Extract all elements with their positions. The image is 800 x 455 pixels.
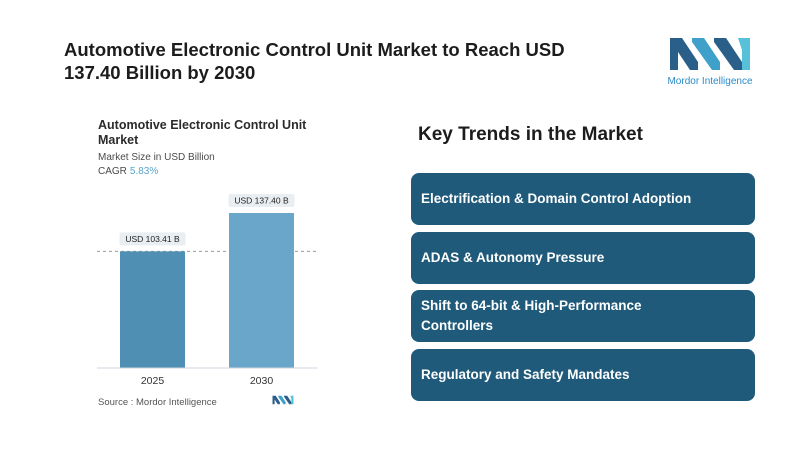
brand-name: Mordor Intelligence (667, 76, 753, 87)
cagr-label: CAGR (98, 166, 127, 177)
chart-source: Source : Mordor Intelligence (98, 397, 217, 408)
brand-logo: Mordor Intelligence (660, 36, 760, 92)
bar-2030 (229, 213, 294, 368)
trend-label: ADAS & Autonomy Pressure (421, 250, 605, 265)
trend-card-regulatory: Regulatory and Safety Mandates (411, 349, 755, 401)
cagr-value: 5.83% (129, 166, 159, 177)
trend-label: Regulatory and Safety Mandates (421, 367, 630, 382)
bar-2025 (120, 251, 185, 368)
trend-label: Shift to 64-bit & High-Performance Contr… (421, 298, 642, 333)
data-label: USD 137.40 B (234, 196, 289, 206)
data-label-bg (119, 232, 186, 246)
data-label-bg (228, 194, 295, 207)
x-tick-label: 2030 (250, 375, 274, 387)
chart-subtitle: Market Size in USD Billion (98, 152, 215, 163)
x-tick-label: 2025 (141, 375, 165, 387)
trend-card-adas: ADAS & Autonomy Pressure (411, 232, 755, 284)
chart-title: Automotive Electronic Control Unit Marke… (98, 118, 307, 147)
chart-cagr: CAGR 5.83% (98, 166, 158, 177)
trend-label: Electrification & Domain Control Adoptio… (421, 191, 692, 206)
page-headline: Automotive Electronic Control Unit Marke… (64, 39, 565, 83)
trends-title: Key Trends in the Market (418, 124, 643, 145)
mordor-logo-icon (670, 38, 750, 70)
trend-card-electrification: Electrification & Domain Control Adoptio… (411, 173, 755, 225)
mordor-mini-logo-icon (272, 395, 294, 405)
data-label: USD 103.41 B (125, 234, 180, 244)
trend-card-64bit: Shift to 64-bit & High-Performance Contr… (411, 290, 755, 342)
